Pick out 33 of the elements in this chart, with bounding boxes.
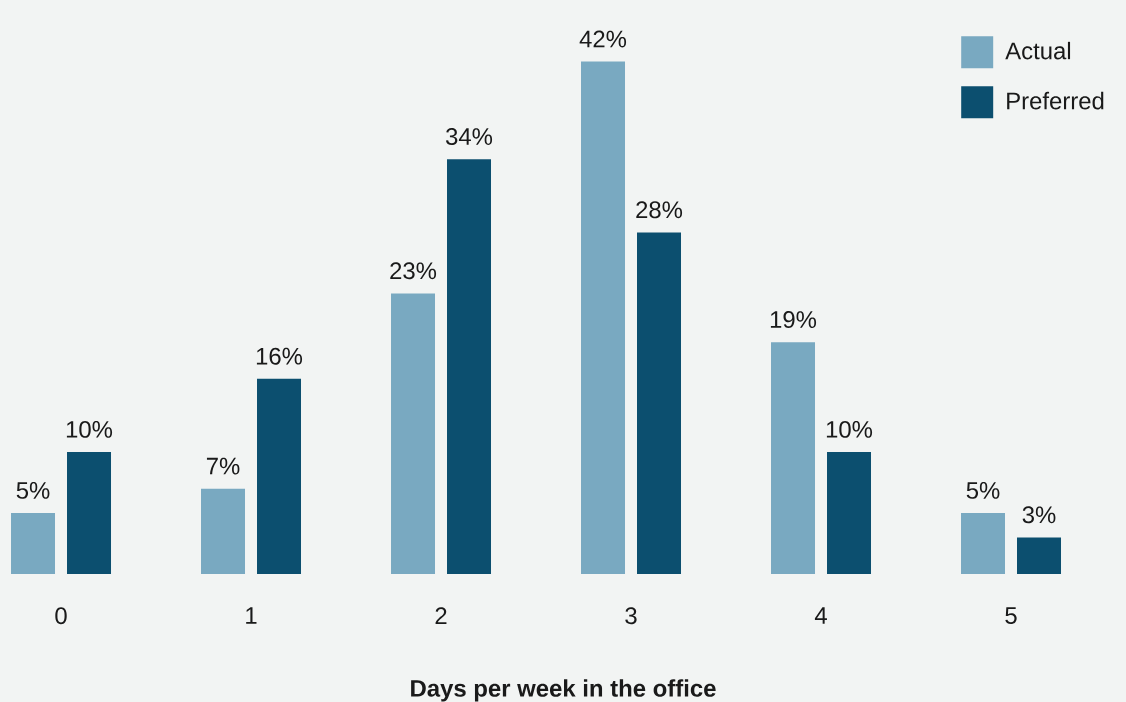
bar [827,452,872,575]
legend-label: Preferred [1007,91,1104,110]
data-label: 34% [445,128,493,145]
bar [581,61,626,575]
x-tick-label: 3 [625,607,637,625]
data-label: 7% [206,457,240,475]
bar [447,159,492,575]
bar [637,232,681,575]
x-axis-title: Days per week in the office [411,679,716,702]
x-tick-label: 0 [55,607,67,625]
bar [391,293,436,575]
bar [67,452,112,575]
bar [201,488,246,575]
x-tick-label: 5 [1005,607,1017,624]
data-label: 28% [636,201,683,219]
x-tick-label: 4 [814,607,827,624]
bar [11,513,56,575]
legend-label: Actual [1005,41,1071,60]
data-label: 10% [826,420,873,438]
data-label: 3% [1022,506,1056,524]
data-label: 16% [256,347,303,365]
bar [961,513,1006,575]
data-label: 10% [66,420,113,438]
bar [1017,537,1061,575]
x-tick-label: 2 [435,607,447,624]
bar [771,342,816,575]
data-label: 5% [966,482,1000,499]
x-tick-label: 1 [246,607,257,624]
data-label: 19% [770,311,817,329]
bar [257,378,302,575]
data-label: 23% [390,262,437,280]
data-label: 5% [16,482,50,499]
data-label: 42% [579,30,627,48]
